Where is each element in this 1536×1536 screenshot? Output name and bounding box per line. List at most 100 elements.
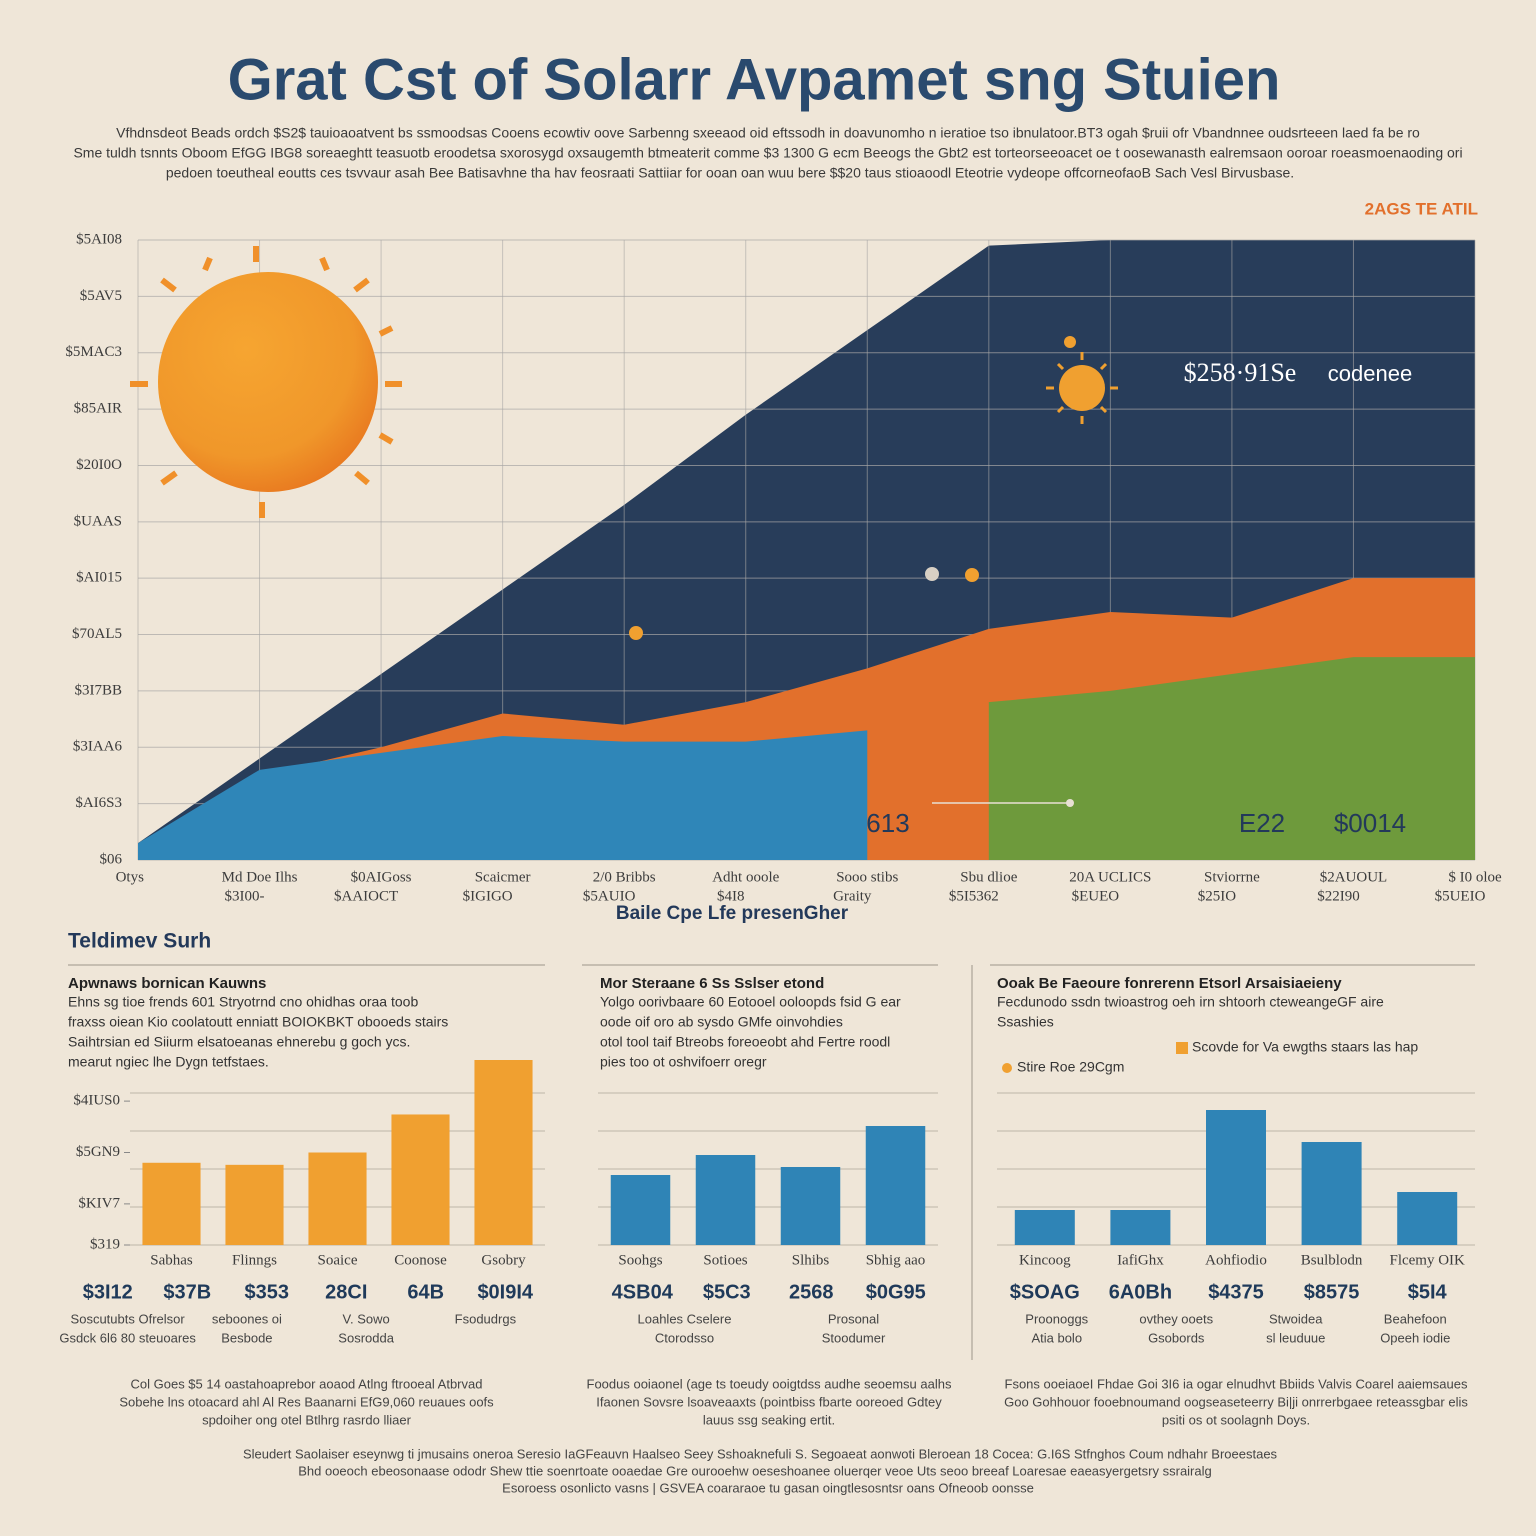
footer-line: Sleudert Saolaiser eseynwg ti jmusains o… xyxy=(243,1446,1278,1461)
figure-label: $8575 xyxy=(1304,1281,1360,1303)
x-tick-sublabel: $3I00- xyxy=(225,888,265,904)
y-tick-label: $85AIR xyxy=(74,401,122,417)
bar xyxy=(142,1162,201,1245)
annotation: $0014 xyxy=(1334,808,1406,838)
x-tick-sublabel: $4I8 xyxy=(717,888,745,904)
figure-label: $3I12 xyxy=(83,1281,133,1303)
sun-decoration xyxy=(130,246,1118,807)
bar xyxy=(225,1164,284,1245)
figure-label: $0G95 xyxy=(866,1281,926,1303)
annotation: $258·91Se xyxy=(1184,358,1297,387)
figure-label: 64B xyxy=(407,1281,444,1303)
panel-description: Ssashies xyxy=(997,1014,1054,1030)
panel-footnote: Goo Gohhouor fooebnoumand oogseaseteerry… xyxy=(1004,1394,1468,1409)
x-tick-label: Bsulblodn xyxy=(1301,1252,1363,1268)
main-chart: $06 $AI6S3 $3IAA6 $3I7BB $70AL5 $AI015 $UAAS $2… xyxy=(65,231,1502,904)
note: Sosrodda xyxy=(338,1330,394,1345)
x-tick-sublabel: $AAIOCT xyxy=(334,888,398,904)
y-tick-label: $319 xyxy=(90,1236,120,1252)
panel-description: Fecdunodo ssdn twioastrog oeh irn shtoor… xyxy=(997,994,1384,1010)
x-tick-label: Stviorrne xyxy=(1204,869,1260,885)
intro-line: pedoen toeutheal eoutts ces tsvvaur asah… xyxy=(166,165,1294,181)
note: Prosonal xyxy=(828,1311,879,1326)
y-tick-label: $5AI08 xyxy=(76,231,122,247)
panel-footnote: Col Goes $5 14 oastahoaprebor aoaod Atln… xyxy=(131,1376,483,1391)
panel-footnote: Fsons ooeiaoeI Fhdae Goi 3I6 ia ogar eln… xyxy=(1005,1376,1468,1391)
x-tick-label: Slhibs xyxy=(792,1252,830,1268)
x-tick-label: $ I0 oloe xyxy=(1448,869,1502,885)
x-tick-label: Sbhig aao xyxy=(866,1252,926,1268)
panel-title: Mor Steraane 6 Ss Sslser etond xyxy=(600,975,824,992)
x-tick-label: Sooo stibs xyxy=(836,869,898,885)
x-tick-label: Otys xyxy=(116,869,145,885)
x-tick-label: Soohgs xyxy=(618,1252,662,1268)
y-tick-label: $06 xyxy=(100,851,123,867)
note: ovthey ooets xyxy=(1139,1311,1213,1326)
y-tick-label: $KIV7 xyxy=(78,1195,120,1211)
x-tick-label: 2/0 Bribbs xyxy=(593,869,656,885)
corner-label: 2AGS TE ATIL xyxy=(1365,199,1478,218)
note: Stwoidea xyxy=(1269,1311,1323,1326)
panel-footnote: Foodus ooiaonel (age ts toeudy ooigtdss … xyxy=(587,1376,952,1391)
figure-label: 4SB04 xyxy=(612,1281,674,1303)
y-tick-label: $4IUS0 xyxy=(73,1093,120,1109)
y-tick-label: $AI6S3 xyxy=(75,795,122,811)
x-tick-label: Md Doe Ilhs xyxy=(222,869,298,885)
x-tick-label: Flinngs xyxy=(232,1252,277,1268)
x-tick-label: Sbu dlioe xyxy=(960,869,1017,885)
figure-label: 28CI xyxy=(325,1281,367,1303)
y-tick-label: $AI015 xyxy=(76,570,122,586)
panel-title: Apwnaws bornican Kauwns xyxy=(68,975,266,992)
note: seboones oi xyxy=(212,1311,282,1326)
figure-label: $0I9I4 xyxy=(477,1281,533,1303)
y-tick-label: $3I7BB xyxy=(74,682,122,698)
panel-description: fraxss oiean Kio coolatoutt enniatt BOIO… xyxy=(68,1014,448,1030)
legend-marker xyxy=(1176,1042,1188,1054)
bar xyxy=(391,1114,450,1245)
bar xyxy=(1206,1110,1266,1245)
note: Soscutubts Ofrelsor xyxy=(71,1311,186,1326)
bar xyxy=(474,1060,533,1245)
panel-title: Ooak Be Faeoure fonrerenn Etsorl Arsaisi… xyxy=(997,975,1342,992)
note: Loahles Cselere xyxy=(638,1311,732,1326)
x-tick-label: Gsobry xyxy=(481,1252,526,1268)
panel-description: Saihtrsian ed Siiurm elsatoeanas ehnereb… xyxy=(68,1034,410,1050)
x-axis-label: Baile Cpe Lfe presenGher xyxy=(616,903,849,924)
x-tick-sublabel: $5UEIO xyxy=(1435,888,1486,904)
footer-line: Esoroess osonlicto vasns | GSVEA coarara… xyxy=(502,1480,1034,1495)
footer-line: Bhd ooeoch ebeosonaase ododr Shew ttie s… xyxy=(298,1463,1212,1478)
x-tick-label: Sotioes xyxy=(703,1252,747,1268)
annotation: codenee xyxy=(1328,361,1412,386)
page-title: Grat Cst of Solarr Avpamet sng Stuien xyxy=(228,47,1281,112)
note: Gsobords xyxy=(1148,1330,1205,1345)
x-tick-label: Aohfiodio xyxy=(1205,1252,1267,1268)
note: Besbode xyxy=(221,1330,272,1345)
bar xyxy=(1301,1142,1362,1245)
x-tick-label: Soaice xyxy=(318,1252,358,1268)
intro-line: Vfhdnsdeot Beads ordch $S2$ tauioaoatven… xyxy=(116,125,1420,141)
x-tick-sublabel: $EUEO xyxy=(1072,888,1120,904)
figure-label: $353 xyxy=(245,1281,290,1303)
bar xyxy=(1014,1210,1075,1245)
annotation: 613 xyxy=(866,808,909,838)
figure-label: $SOAG xyxy=(1010,1281,1080,1303)
figure-label: 6A0Bh xyxy=(1109,1281,1172,1303)
legend-marker xyxy=(1002,1063,1012,1073)
figure-label: $4375 xyxy=(1208,1281,1264,1303)
section-title: Teldimev Surh xyxy=(68,930,211,953)
panel-footnote: Ifaonen Sovsre lsoaveaaxts (pointbiss fb… xyxy=(596,1394,942,1409)
y-tick-label: $UAAS xyxy=(74,513,122,529)
note: Ctorodsso xyxy=(655,1330,714,1345)
x-tick-label: Scaicmer xyxy=(475,869,531,885)
panel-description: pies too ot oshvifoerr oregr xyxy=(600,1054,767,1070)
x-tick-label: $2AUOUL xyxy=(1320,869,1388,885)
separators xyxy=(68,964,1475,1360)
panel-description: Yolgo oorivbaare 60 Eotooel ooloopds fsi… xyxy=(600,994,901,1010)
panel-footnote: psiti os ot soolagnh Doys. xyxy=(1162,1412,1310,1427)
x-tick-sublabel: $5AUIO xyxy=(583,888,636,904)
annotation: E22 xyxy=(1239,808,1285,838)
legend-label: Stire Roe 29Cgm xyxy=(1017,1059,1124,1075)
x-tick-label: Flcemy OIK xyxy=(1389,1252,1465,1268)
y-tick-label: $3IAA6 xyxy=(73,739,123,755)
